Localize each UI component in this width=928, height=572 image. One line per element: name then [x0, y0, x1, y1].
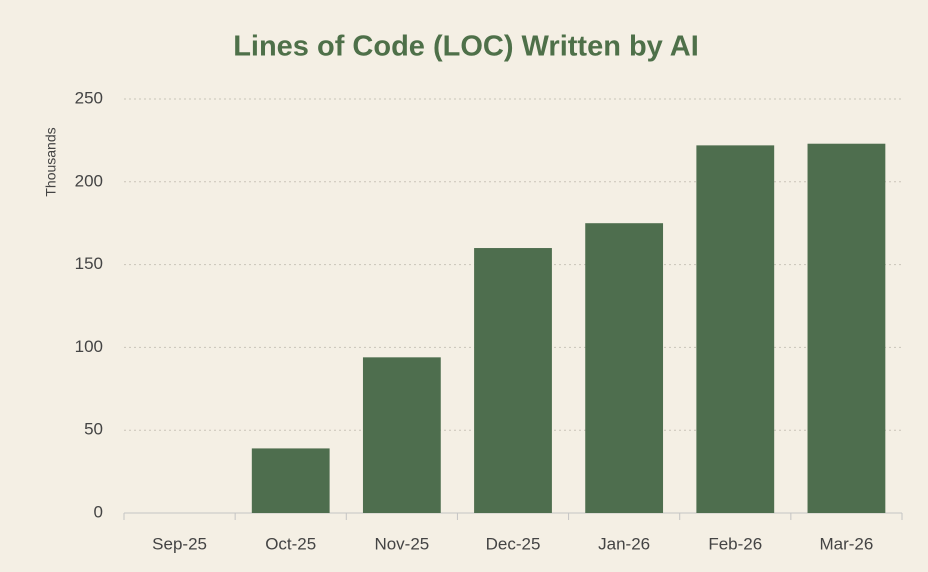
bar — [362, 357, 441, 513]
x-tick-label: Oct-25 — [265, 534, 316, 553]
bar — [585, 223, 664, 513]
x-tick-label: Nov-25 — [374, 534, 429, 553]
y-tick-label: 200 — [75, 171, 103, 190]
chart-title: Lines of Code (LOC) Written by AI — [233, 31, 699, 63]
x-tick-label: Mar-26 — [819, 534, 873, 553]
y-tick-label: 100 — [75, 337, 103, 356]
x-tick-label: Sep-25 — [152, 534, 207, 553]
bar — [251, 448, 330, 513]
x-tick-label: Dec-25 — [486, 534, 541, 553]
y-tick-label: 0 — [94, 502, 103, 521]
bar — [807, 143, 886, 513]
y-tick-label: 250 — [75, 88, 103, 107]
x-tick-label: Feb-26 — [708, 534, 762, 553]
bar — [696, 145, 775, 514]
x-tick-label: Jan-26 — [598, 534, 650, 553]
y-tick-label: 50 — [84, 420, 103, 439]
bar — [474, 248, 552, 514]
y-axis-label: Thousands — [43, 127, 59, 196]
y-tick-label: 150 — [75, 254, 103, 273]
